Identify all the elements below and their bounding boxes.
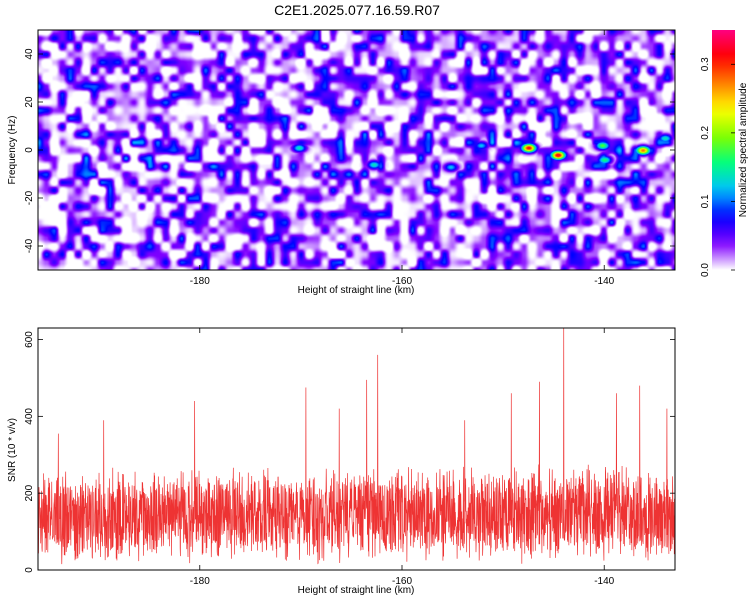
snr-y-label: SNR (10 * v/v) [7,418,18,482]
x-tick-label: -180 [190,276,210,287]
y-tick-label: 200 [24,484,35,501]
y-tick-label: 400 [24,408,35,425]
snr-panel: -180 -160 -140 0 200 400 600 Height of straig… [7,327,676,596]
x-tick-label: -180 [190,576,210,587]
snr-x-ticks: -180 -160 -140 [190,328,615,587]
spectrogram-x-ticks: -180 -160 -140 [190,30,615,287]
colorbar-gradient [712,30,735,270]
spectrogram-heatmap [38,30,675,270]
x-tick-label: -140 [594,576,614,587]
colorbar-ticks: 0.0 0.1 0.2 0.3 [700,57,735,277]
spectrogram-heatmap-area [38,30,675,270]
chart-title: C2E1.2025.077.16.59.R07 [274,2,440,18]
snr-series-line [37,327,676,565]
spectrogram-y-ticks: -40 -20 0 20 40 [24,48,675,253]
snr-frame [37,327,676,571]
snr-x-label: Height of straight line (km) [298,585,415,596]
colorbar-tick-label: 0.1 [700,194,711,208]
spectrogram-panel: -180 -160 -140 -40 -20 0 20 40 Height of strai… [7,29,676,296]
y-tick-label: -20 [24,190,35,205]
colorbar-tick-label: 0.0 [700,263,711,277]
spectrogram-x-label: Height of straight line (km) [298,285,415,296]
colorbar-tick-label: 0.2 [700,125,711,139]
x-tick-label: -160 [392,276,412,287]
colorbar-tick-label: 0.3 [700,57,711,71]
y-tick-label: 0 [24,567,35,573]
x-tick-label: -160 [392,576,412,587]
x-tick-label: -140 [594,276,614,287]
snr-plot-background [38,328,675,570]
colorbar-label: Normalized spectral amplitude [738,82,749,217]
y-tick-label: -40 [24,238,35,253]
colorbar: 0.0 0.1 0.2 0.3 Normalized spectral amplitu… [700,30,749,277]
y-tick-label: 0 [24,147,35,153]
y-tick-label: 20 [24,96,35,108]
snr-y-ticks: 0 200 400 600 [24,331,675,573]
y-tick-label: 40 [24,48,35,60]
spectrogram-y-label: Frequency (Hz) [7,116,18,185]
y-tick-label: 600 [24,331,35,348]
